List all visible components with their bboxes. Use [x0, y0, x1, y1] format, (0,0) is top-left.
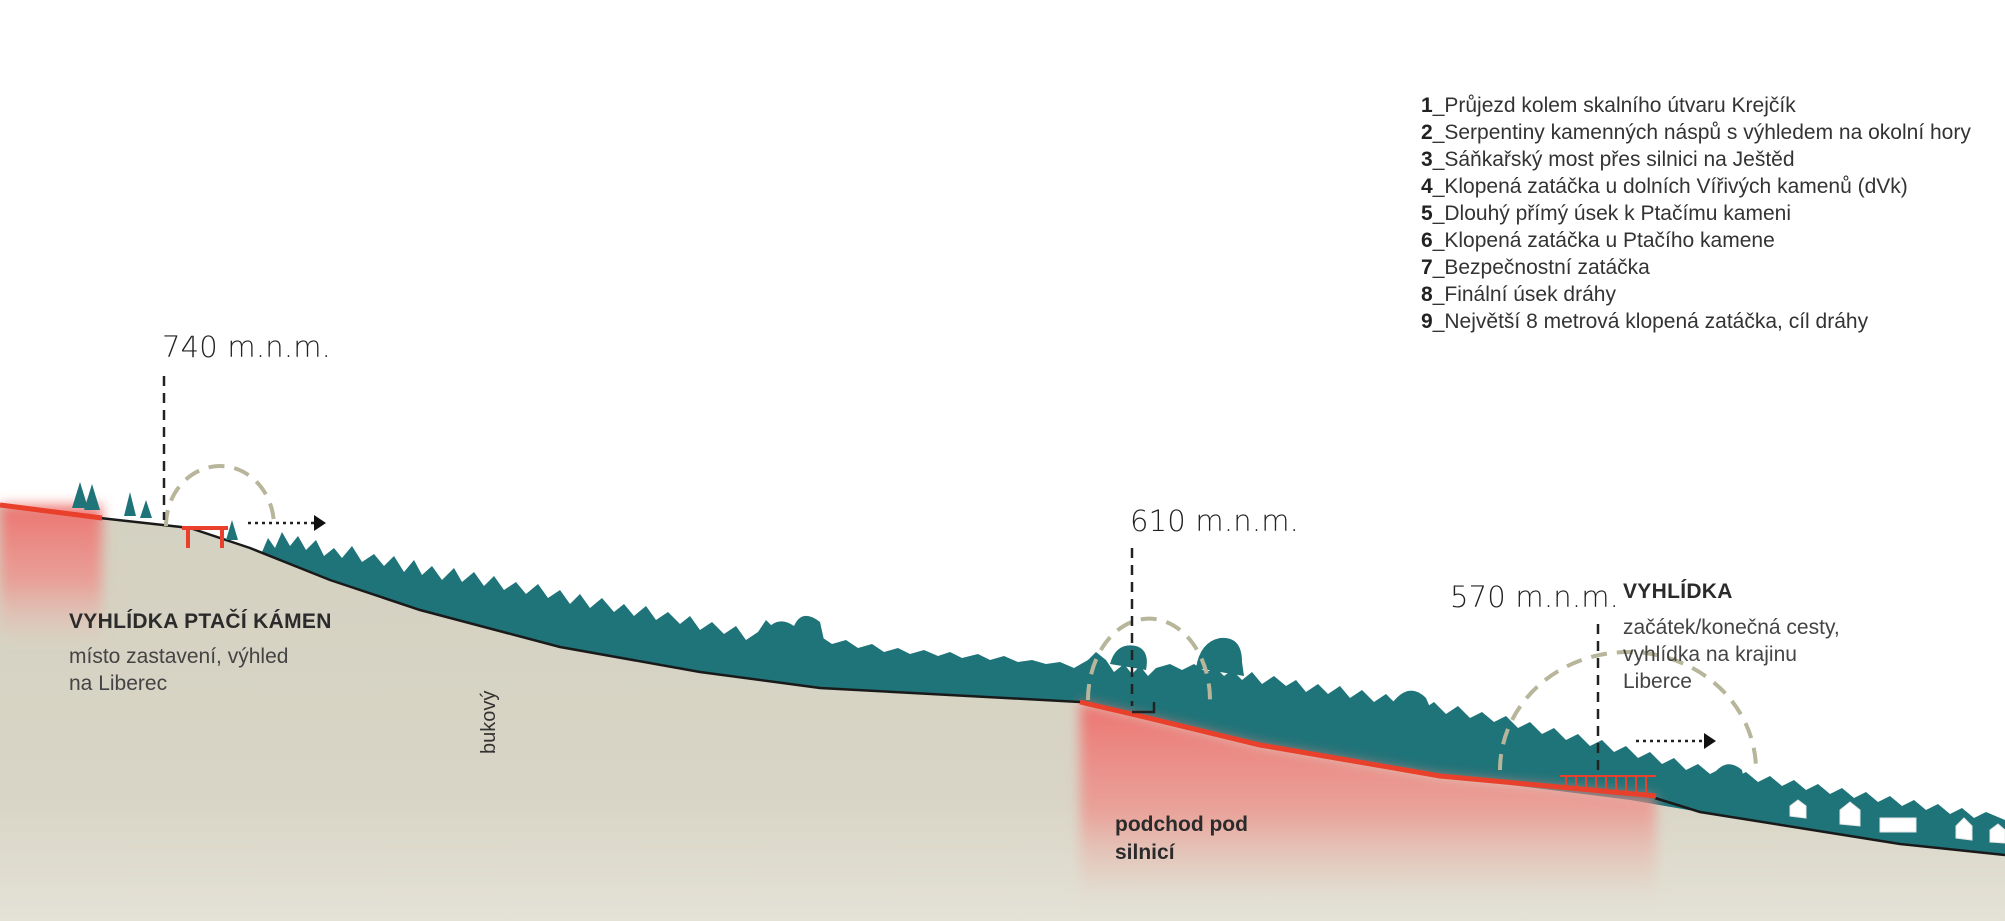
elevation-label-570: 570 m.n.m.	[1450, 580, 1620, 614]
elevation-markers	[162, 376, 1600, 776]
village-houses	[1789, 799, 2005, 844]
forest-canopy	[262, 532, 2005, 855]
vyhlidka-desc-line3: Liberce	[1623, 670, 1692, 693]
track-line-middle	[1079, 699, 1657, 799]
vyhlidka-title: VYHLÍDKA	[1623, 580, 1733, 603]
elevation-label-740: 740 m.n.m.	[162, 330, 332, 364]
legend-item: 9_Největší 8 metrová klopená zatáčka, cí…	[1421, 310, 1869, 333]
elevation-label-610: 610 m.n.m.	[1130, 504, 1300, 538]
vyhlidka-desc-line2: vyhlídka na krajinu	[1623, 643, 1797, 666]
legend-item: 7_Bezpečnostní zatáčka	[1421, 256, 1650, 279]
ptaci-kamen-desc-line2: na Liberec	[69, 672, 168, 695]
underpass-label-line1: podchod pod	[1115, 813, 1248, 836]
legend-item: 3_Sáňkařský most přes silnici na Ještěd	[1421, 148, 1795, 171]
track-glow-middle	[1080, 702, 1656, 900]
track-line-left	[0, 502, 103, 521]
legend-item: 5_Dlouhý přímý úsek k Ptačímu kameni	[1421, 202, 1791, 225]
legend-item: 1_Průjezd kolem skalního útvaru Krejčík	[1421, 94, 1796, 117]
vyhlidka-desc-line1: začátek/konečná cesty,	[1623, 616, 1840, 639]
sled-bridge	[182, 526, 228, 548]
underpass-label-line2: silnicí	[1115, 841, 1175, 864]
legend-item: 8_Finální úsek dráhy	[1421, 283, 1616, 306]
view-arcs	[164, 464, 1758, 771]
legend-item: 6_Klopená zatáčka u Ptačího kamene	[1421, 229, 1775, 252]
ptaci-kamen-title: VYHLÍDKA PTAČÍ KÁMEN	[69, 610, 332, 633]
conifers-top	[72, 482, 238, 540]
forest-type-label: bukový	[478, 690, 500, 754]
marker-610-base	[1132, 702, 1156, 714]
direction-arrows	[248, 515, 1716, 749]
track-glow-left	[0, 505, 102, 645]
ptaci-kamen-desc-line1: místo zastavení, výhled	[69, 645, 289, 668]
viewpoint-railing	[1560, 775, 1656, 797]
legend-item: 2_Serpentiny kamenných náspů s výhledem …	[1421, 121, 1971, 144]
legend-item: 4_Klopená zatáčka u dolních Vířivých kam…	[1421, 175, 1908, 198]
ground-line	[99, 516, 2005, 857]
route-legend: 1_Průjezd kolem skalního útvaru Krejčík …	[1421, 92, 1971, 335]
